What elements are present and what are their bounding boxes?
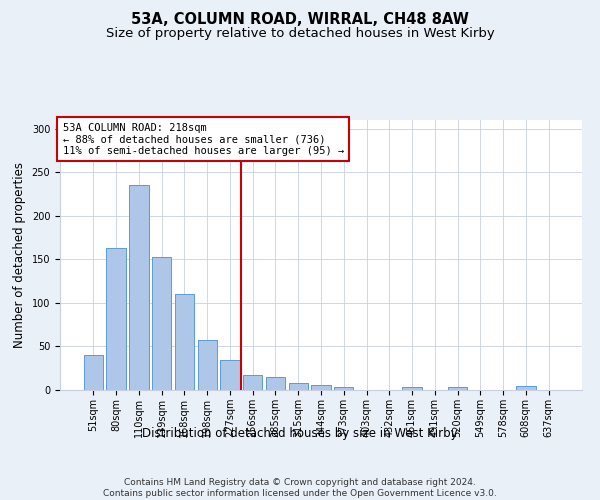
Bar [448, 388, 467, 390]
Bar [516, 386, 536, 390]
Bar [220, 360, 239, 390]
Bar [243, 375, 262, 390]
Bar [106, 248, 126, 390]
Bar [403, 388, 422, 390]
Text: Contains HM Land Registry data © Crown copyright and database right 2024.
Contai: Contains HM Land Registry data © Crown c… [103, 478, 497, 498]
Bar [289, 383, 308, 390]
Bar [334, 388, 353, 390]
Bar [197, 340, 217, 390]
Text: 53A, COLUMN ROAD, WIRRAL, CH48 8AW: 53A, COLUMN ROAD, WIRRAL, CH48 8AW [131, 12, 469, 28]
Bar [84, 355, 103, 390]
Bar [152, 256, 172, 390]
Text: Distribution of detached houses by size in West Kirby: Distribution of detached houses by size … [142, 428, 458, 440]
Bar [311, 385, 331, 390]
Text: Size of property relative to detached houses in West Kirby: Size of property relative to detached ho… [106, 28, 494, 40]
Bar [129, 186, 149, 390]
Bar [175, 294, 194, 390]
Bar [266, 377, 285, 390]
Text: 53A COLUMN ROAD: 218sqm
← 88% of detached houses are smaller (736)
11% of semi-d: 53A COLUMN ROAD: 218sqm ← 88% of detache… [62, 122, 344, 156]
Y-axis label: Number of detached properties: Number of detached properties [13, 162, 26, 348]
